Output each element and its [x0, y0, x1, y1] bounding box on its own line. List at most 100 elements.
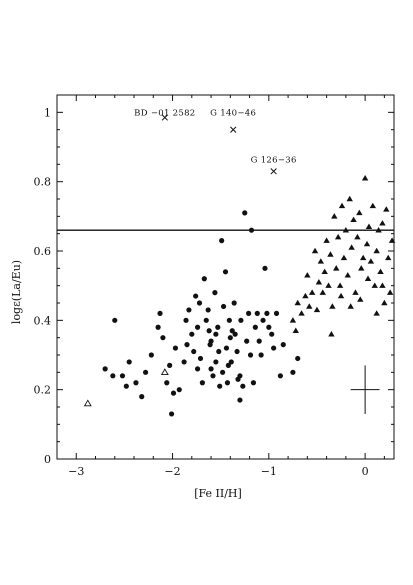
- circle-point: [213, 331, 219, 337]
- circle-point: [256, 338, 262, 344]
- triangle-point: [361, 175, 369, 181]
- circle-point: [246, 310, 252, 316]
- y-axis-label: logε(La/Eu): [10, 260, 23, 324]
- circle-point: [170, 390, 177, 396]
- triangle-point: [311, 247, 319, 254]
- circle-point: [242, 210, 248, 216]
- triangle-point: [359, 254, 367, 261]
- triangle-point: [292, 327, 299, 333]
- circle-point: [201, 276, 207, 282]
- triangle-point: [298, 310, 305, 316]
- circle-point: [183, 317, 189, 323]
- triangle-point: [379, 282, 386, 288]
- circle-point: [234, 348, 240, 355]
- triangle-point: [358, 265, 365, 271]
- plot-frame: [56, 94, 395, 460]
- cross-point: [270, 168, 277, 175]
- triangle-point: [388, 237, 396, 243]
- triangle-point: [373, 247, 380, 254]
- circle-point: [225, 362, 231, 368]
- triangle-point: [317, 258, 325, 264]
- triangle-point: [334, 233, 342, 240]
- circle-point: [208, 338, 214, 344]
- x-tick-label: 0: [362, 465, 369, 478]
- circle-point: [226, 317, 232, 323]
- circle-point: [208, 366, 214, 372]
- triangle-point: [302, 292, 309, 299]
- circle-point: [248, 227, 255, 233]
- plot-border: [56, 94, 395, 460]
- circle-point: [181, 359, 187, 365]
- triangle-point: [347, 303, 354, 309]
- circle-point: [219, 238, 225, 244]
- circle-point: [229, 328, 235, 334]
- circle-point: [176, 387, 182, 393]
- circle-point: [254, 310, 260, 316]
- triangle-point: [323, 237, 330, 243]
- circle-point: [112, 317, 118, 323]
- triangle-point: [346, 195, 353, 202]
- triangle-point: [375, 227, 382, 233]
- circle-point: [290, 369, 296, 375]
- circle-point: [250, 380, 257, 386]
- triangle-point: [344, 272, 351, 278]
- circle-point: [273, 310, 280, 316]
- circle-point: [280, 342, 286, 348]
- circle-point: [102, 366, 108, 372]
- triangle-point: [328, 331, 335, 337]
- circle-point: [252, 324, 258, 330]
- triangle-point: [383, 206, 390, 212]
- triangle-point: [348, 244, 355, 250]
- circle-point: [220, 369, 226, 375]
- circle-point: [238, 317, 244, 323]
- circle-point: [264, 310, 270, 316]
- circle-point: [193, 293, 199, 299]
- triangle-point: [342, 227, 350, 233]
- triangle-point: [289, 317, 297, 323]
- circle-point: [203, 317, 209, 323]
- triangle-point: [306, 303, 313, 309]
- circle-point: [231, 300, 237, 306]
- circle-point: [224, 380, 231, 386]
- circle-point: [142, 369, 149, 375]
- triangle-point: [381, 299, 388, 306]
- circle-point: [157, 310, 163, 316]
- triangle-point: [385, 254, 392, 261]
- y-tick-label: 0.4: [34, 314, 52, 327]
- x-axis-label: [Fe II/H]: [194, 487, 242, 500]
- y-tick-label: 0.6: [34, 245, 52, 258]
- circle-point: [244, 338, 250, 344]
- triangle-point: [356, 209, 363, 216]
- triangle-point: [337, 292, 345, 299]
- circle-point: [237, 397, 243, 403]
- triangle-point: [304, 272, 311, 278]
- triangle-point: [354, 233, 361, 240]
- x-tick-label: −2: [164, 465, 180, 478]
- annotation-label: G 126−36: [251, 155, 297, 165]
- open-triangle-point: [83, 399, 92, 407]
- x-tick-label: −1: [261, 465, 277, 478]
- circle-point: [189, 331, 195, 337]
- circle-point: [155, 324, 161, 330]
- triangle-point: [319, 289, 326, 295]
- triangle-point: [338, 202, 346, 209]
- circle-point: [206, 328, 212, 334]
- circle-point: [237, 373, 243, 379]
- triangle-point: [357, 296, 364, 302]
- y-tick-label: 0.2: [34, 384, 52, 397]
- circle-point: [258, 352, 264, 358]
- circle-point: [110, 373, 116, 379]
- circle-point: [228, 359, 234, 365]
- circle-point: [197, 355, 204, 362]
- circle-point: [260, 317, 266, 323]
- triangle-point: [363, 240, 371, 247]
- data-points: [83, 114, 396, 417]
- triangle-point: [386, 289, 394, 295]
- triangle-point: [377, 268, 384, 275]
- circle-point: [172, 345, 179, 351]
- y-tick-label: 0.8: [34, 176, 52, 189]
- triangle-point: [371, 282, 378, 288]
- annotation-label: G 140−46: [210, 109, 256, 119]
- open-triangle-point: [160, 368, 169, 376]
